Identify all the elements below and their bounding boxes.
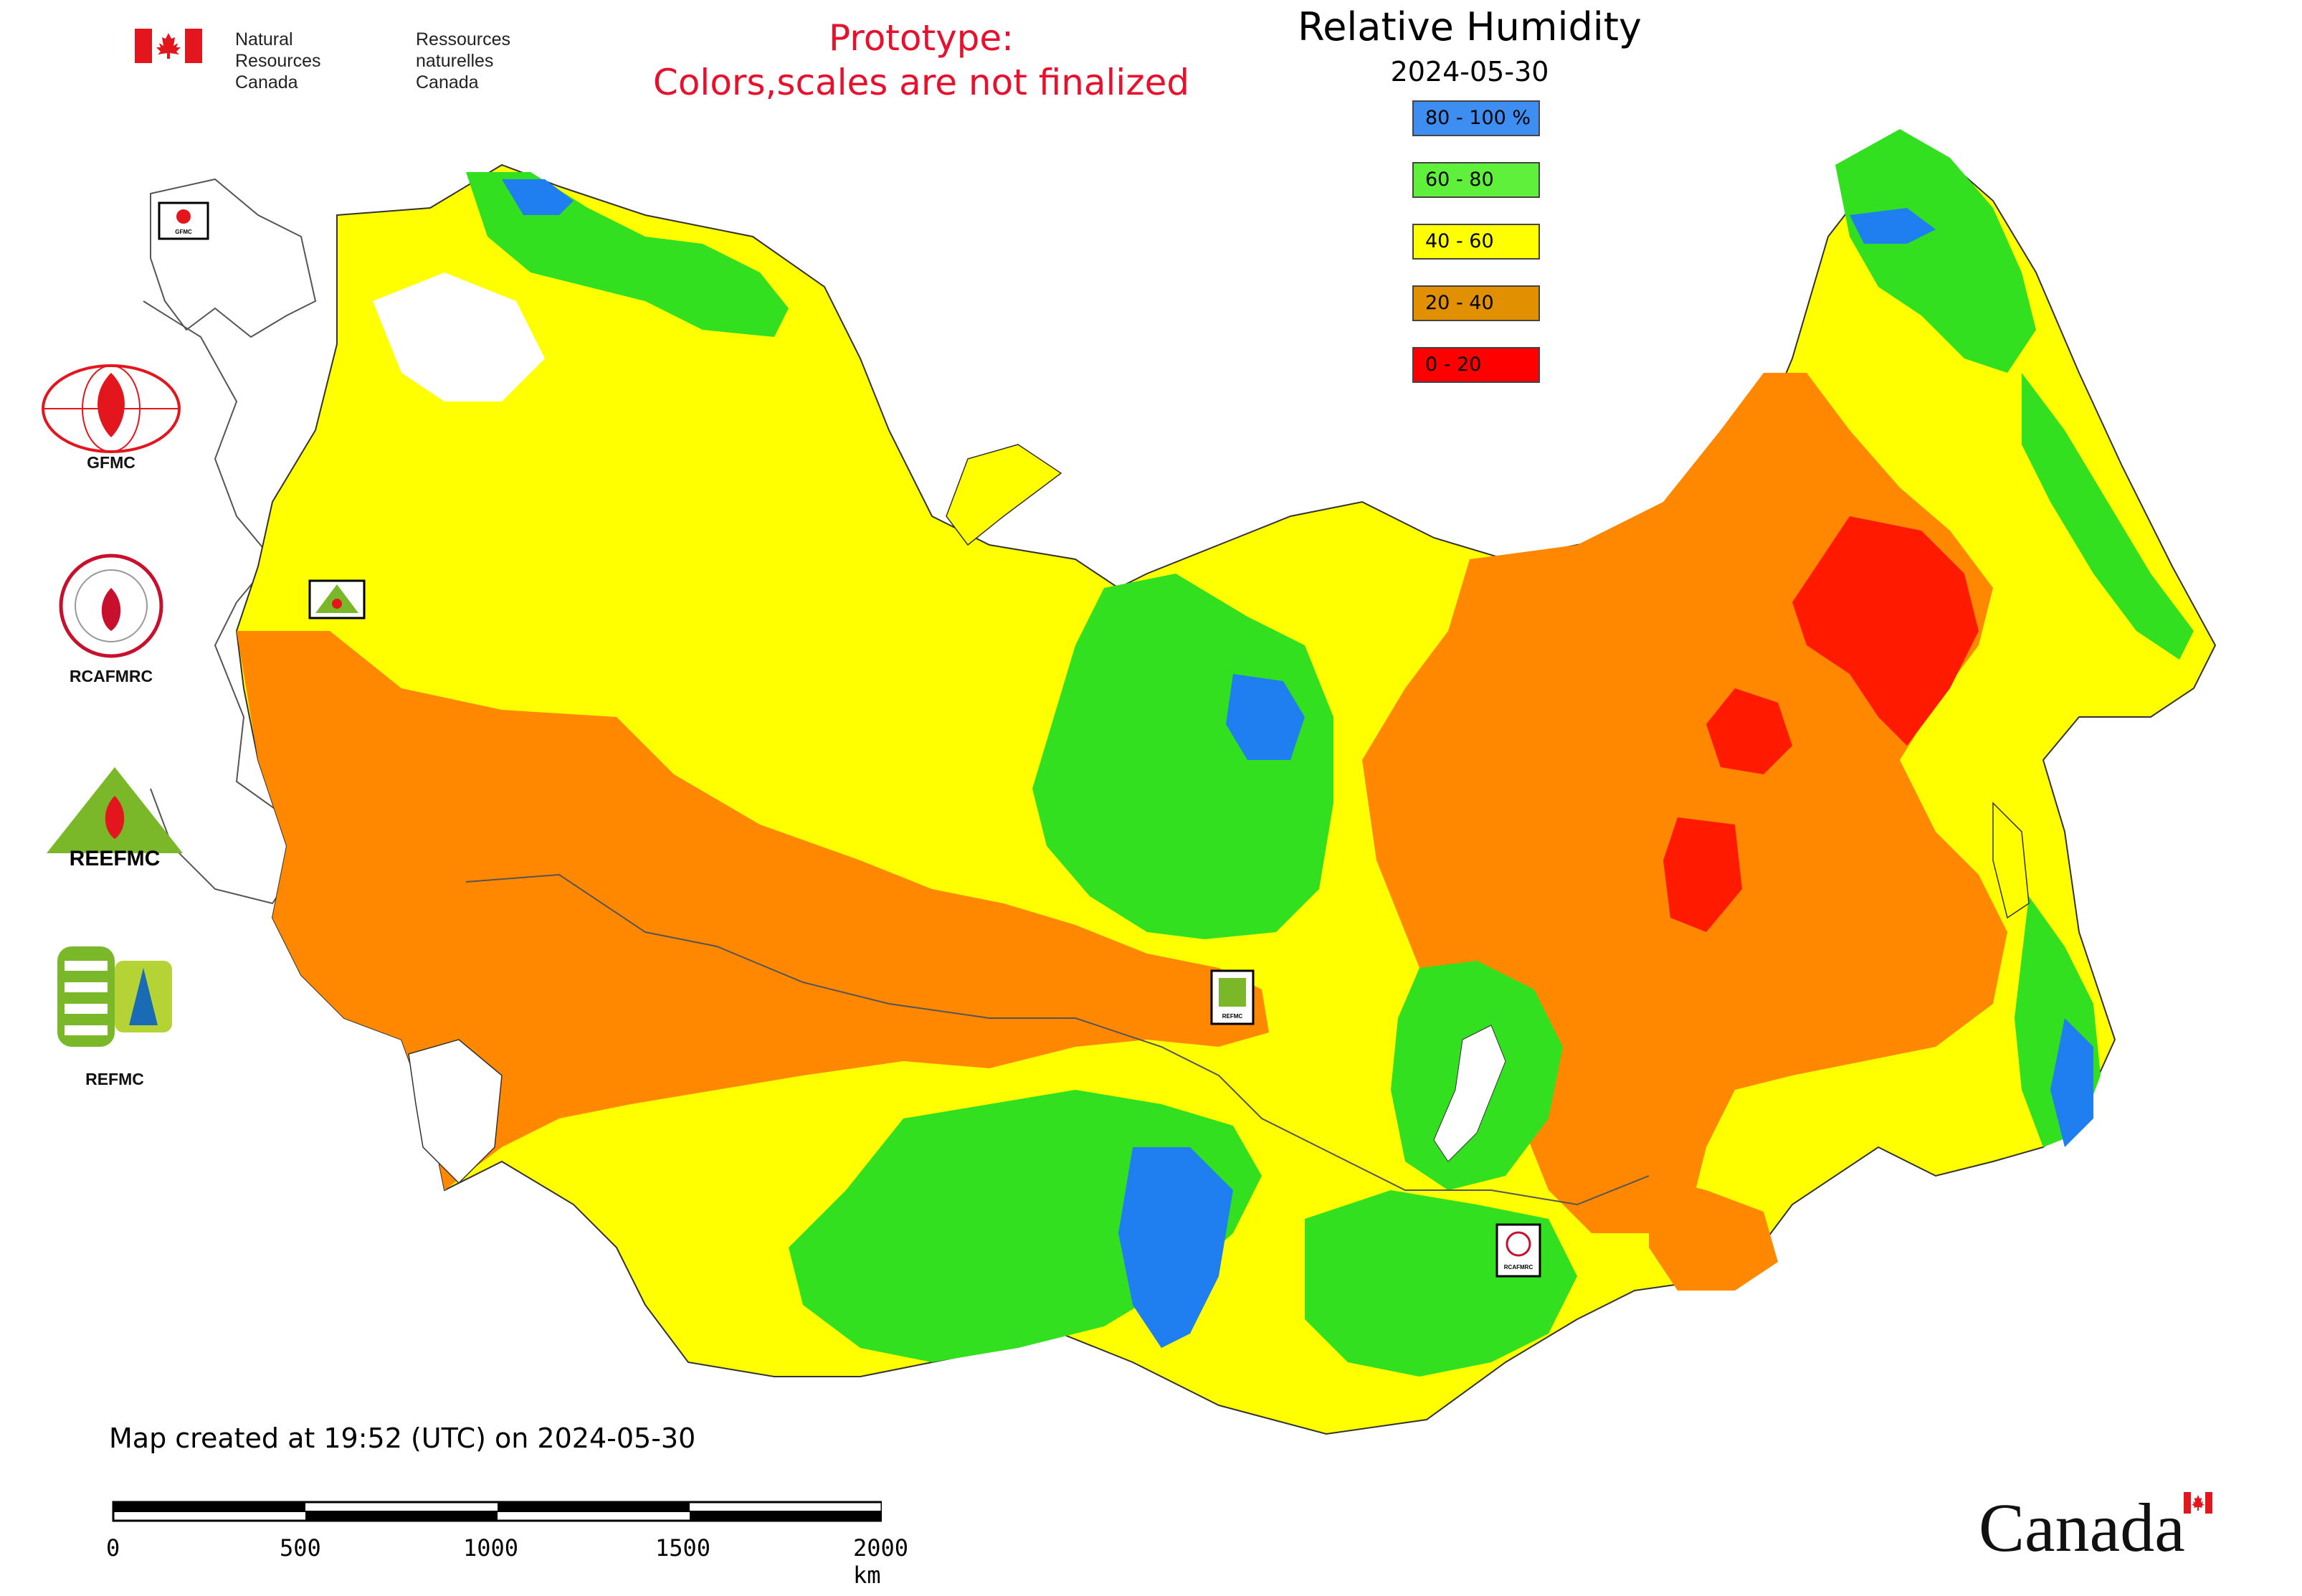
reefmc-logo-icon: REEFMC	[47, 767, 183, 870]
scale-tick-500: 500	[280, 1534, 321, 1562]
reefmc-wordmark: REEFMC	[70, 847, 161, 870]
logo-rcafmrc: RCAFMRC	[57, 552, 165, 685]
region-orange-west	[237, 631, 1269, 1190]
prototype-line-2: Colors,scales are not finalized	[652, 62, 1190, 103]
region-blue-kola	[502, 179, 574, 215]
wordmark-flag-icon	[2184, 1492, 2212, 1514]
scale-tick-1500: 1500	[655, 1534, 711, 1562]
region-green-mongolia	[1305, 1190, 1577, 1377]
sakhalin-island	[1992, 802, 2030, 919]
marker-refmc-europe	[308, 579, 366, 619]
legend-item-40-60: 40 - 60	[1412, 224, 1540, 260]
scale-tick-0: 0	[106, 1534, 120, 1562]
region-green-west-siberia	[1032, 574, 1333, 939]
legend-item-0-20: 0 - 20	[1412, 347, 1540, 383]
prototype-line-1: Prototype:	[828, 17, 1014, 59]
marker-rcafmrc: RCAFMRC	[1495, 1223, 1541, 1278]
scale-tick-1000: 1000	[463, 1534, 519, 1562]
canada-wordmark: Canada	[1979, 1488, 2212, 1567]
gfmc-label: GFMC	[87, 453, 135, 472]
agency-name-french: Ressources naturelles Canada	[416, 29, 510, 92]
canada-flag-icon	[135, 29, 202, 63]
white-sea	[373, 272, 545, 402]
region-red-central	[1706, 688, 1792, 774]
country-border	[465, 873, 1650, 1206]
legend-item-60-80: 60 - 80	[1412, 162, 1540, 198]
region-blue-west-siberia	[1226, 674, 1305, 760]
legend-item-80-100: 80 - 100 %	[1412, 100, 1540, 136]
rcafmrc-logo-icon	[59, 554, 163, 658]
region-red-northeast	[1792, 516, 1979, 746]
logo-gfmc: GFMC	[39, 358, 183, 472]
marker-gfmc: GFMC	[158, 201, 209, 240]
region-blue-chukotka	[1850, 208, 1936, 244]
canada-wordmark-text: Canada	[1979, 1489, 2185, 1566]
svg-text:GFMC: GFMC	[175, 229, 192, 235]
scale-tick-2000: 2000 km	[853, 1534, 909, 1589]
marker-refmc-central: REFMC	[1210, 969, 1255, 1025]
prototype-notice: Prototype: Colors,scales are not finaliz…	[609, 16, 1233, 105]
svg-text:REFMC: REFMC	[1222, 1013, 1243, 1020]
lake-baikal	[1433, 1025, 1506, 1162]
caspian-sea	[408, 1039, 503, 1184]
agency-name-english: Natural Resources Canada	[235, 29, 321, 92]
refmc-logo-icon	[57, 946, 172, 1047]
map-title: Relative Humidity	[1298, 4, 1642, 49]
logo-reefmc: REEFMC	[39, 764, 190, 874]
logo-refmc: REFMC	[57, 946, 172, 1088]
region-red-south	[1663, 817, 1742, 932]
region-blue-altai	[1118, 1147, 1233, 1348]
novaya-zemlya-island	[946, 444, 1062, 546]
region-green-kamchatka	[2022, 373, 2194, 660]
gfmc-logo-icon	[42, 364, 181, 453]
map-created-timestamp: Map created at 19:52 (UTC) on 2024-05-30	[109, 1422, 696, 1454]
map-date: 2024-05-30	[1390, 56, 1549, 87]
scale-bar-graphic	[112, 1501, 882, 1522]
rcafmrc-label: RCAFMRC	[69, 667, 153, 685]
refmc-label: REFMC	[85, 1070, 144, 1088]
region-orange-southeast	[1649, 1176, 1778, 1291]
region-green-chukotka	[1835, 129, 2036, 373]
europe-outline	[143, 300, 303, 905]
region-blue-far-east	[2050, 1018, 2093, 1147]
svg-text:RCAFMRC: RCAFMRC	[1504, 1264, 1533, 1270]
legend-item-20-40: 20 - 40	[1412, 285, 1540, 321]
